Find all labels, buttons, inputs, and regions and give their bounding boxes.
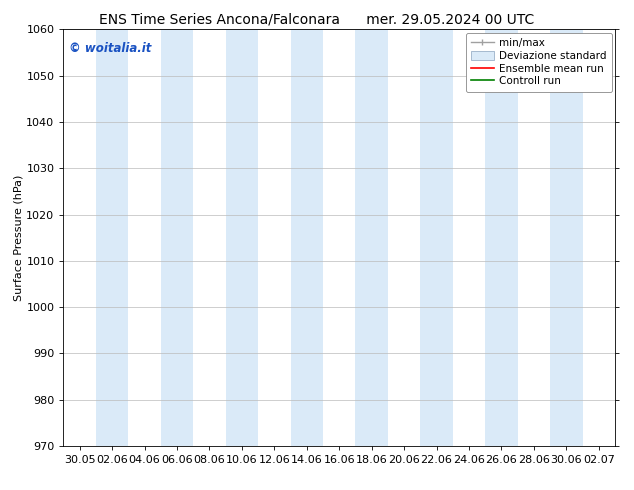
Y-axis label: Surface Pressure (hPa): Surface Pressure (hPa) <box>13 174 23 301</box>
Bar <box>485 29 517 446</box>
Bar <box>290 29 323 446</box>
Bar <box>96 29 128 446</box>
Bar <box>161 29 193 446</box>
Bar <box>356 29 388 446</box>
Bar <box>226 29 258 446</box>
Text: ENS Time Series Ancona/Falconara      mer. 29.05.2024 00 UTC: ENS Time Series Ancona/Falconara mer. 29… <box>100 12 534 26</box>
Bar <box>550 29 583 446</box>
Bar <box>420 29 453 446</box>
Text: © woitalia.it: © woitalia.it <box>69 42 152 55</box>
Legend: min/max, Deviazione standard, Ensemble mean run, Controll run: min/max, Deviazione standard, Ensemble m… <box>466 32 612 92</box>
